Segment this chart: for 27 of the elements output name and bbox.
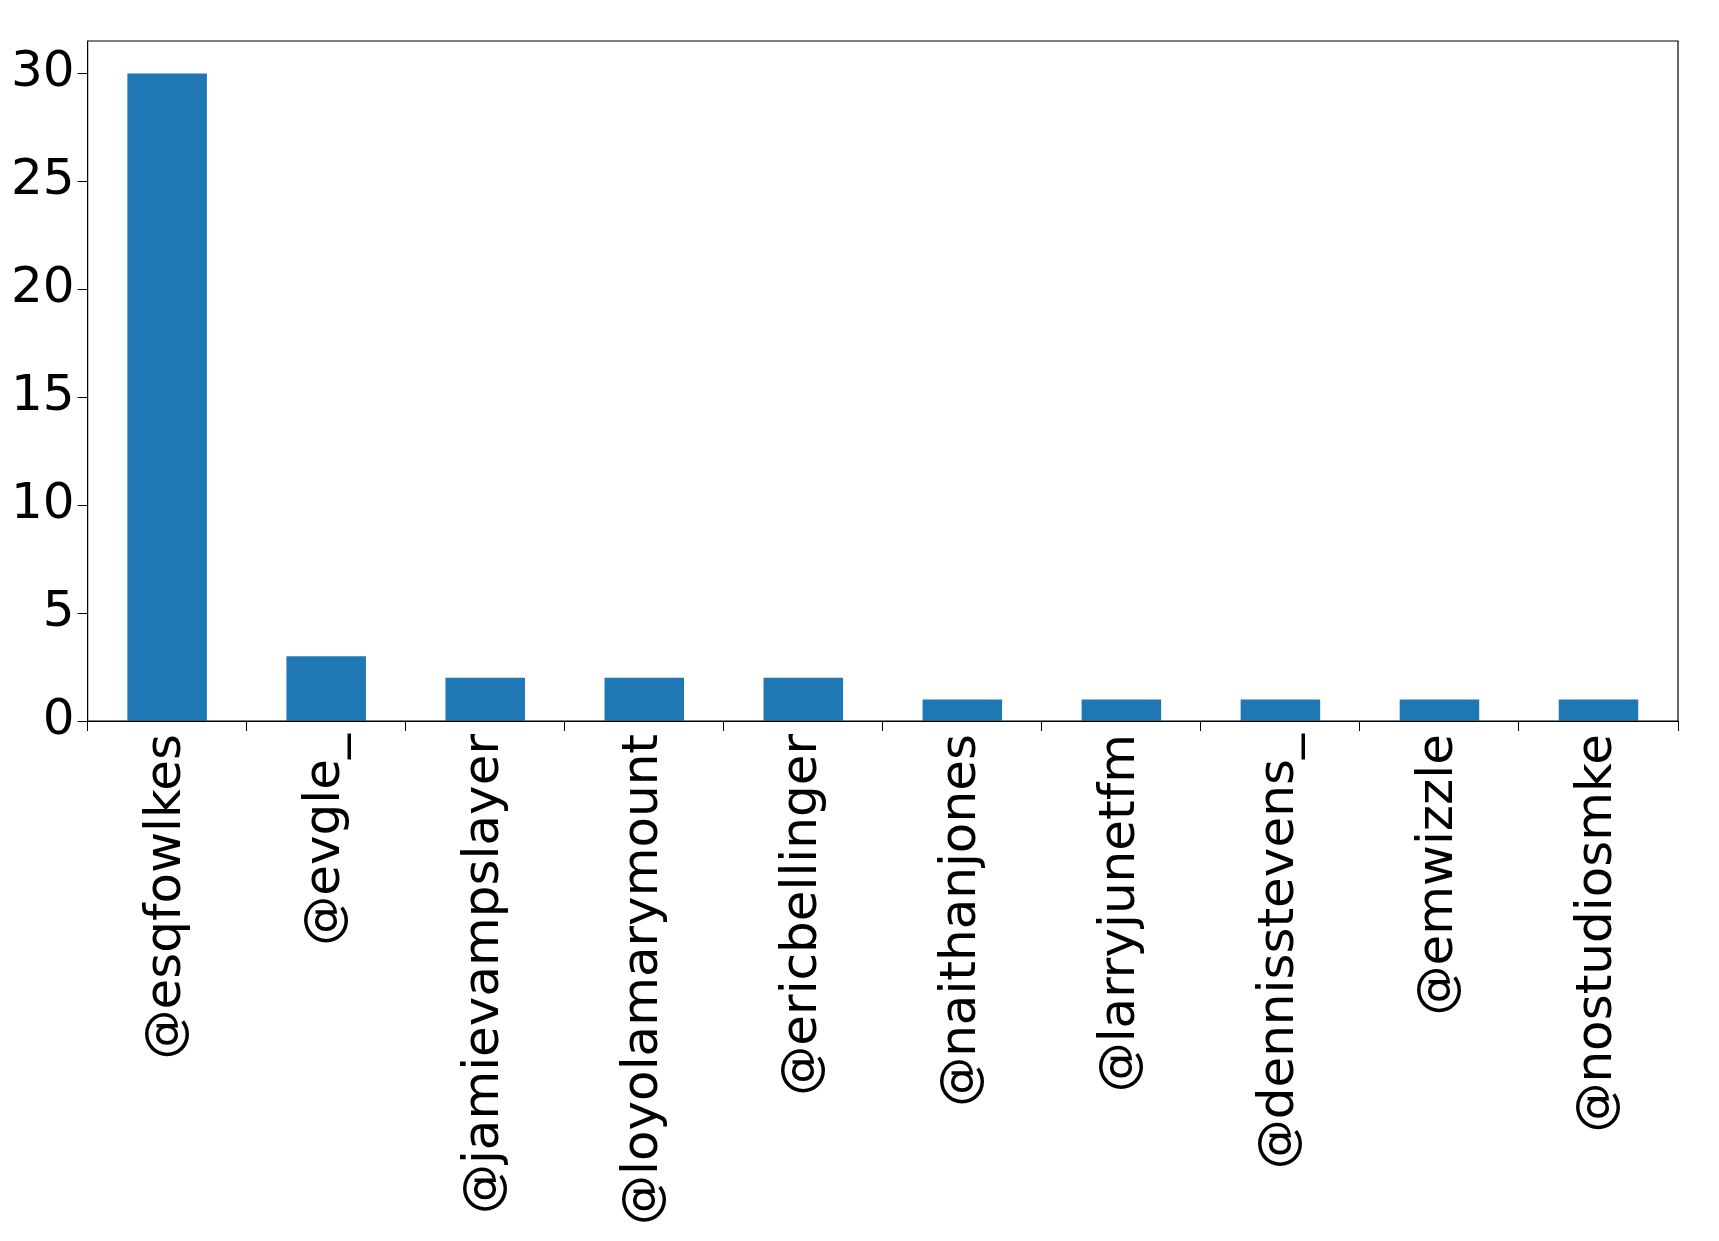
bar xyxy=(604,677,685,721)
y-tick-label: 30 xyxy=(11,40,75,99)
y-tick-label: 25 xyxy=(11,148,75,207)
bar xyxy=(1399,699,1480,721)
x-tick-label: @nostudiosmke xyxy=(1565,734,1624,1133)
bar xyxy=(922,699,1003,721)
bar xyxy=(445,677,525,721)
bar xyxy=(1558,699,1639,721)
y-tick-label: 0 xyxy=(42,688,75,747)
x-tick-label: @loyolamarymount xyxy=(611,734,670,1225)
x-tick-label: @jamievampslayer xyxy=(452,733,511,1215)
bar xyxy=(127,73,207,721)
bar xyxy=(1240,699,1321,721)
x-tick-label: @dennisstevens_ xyxy=(1247,733,1306,1170)
bar xyxy=(286,656,366,721)
x-tick-label: @evgle_ xyxy=(293,733,352,946)
x-tick-label: @ericbellinger xyxy=(770,733,829,1096)
x-tick-label: @larryjunetfm xyxy=(1088,734,1147,1093)
y-tick-label: 5 xyxy=(42,580,75,639)
y-tick-label: 20 xyxy=(11,256,75,315)
x-tick-label: @emwizzle xyxy=(1406,734,1465,1016)
bar xyxy=(1081,699,1162,721)
x-tick-label: @naithanjones xyxy=(929,734,988,1107)
x-tick-label: @esqfowlkes xyxy=(134,734,193,1060)
y-tick-label: 15 xyxy=(11,364,75,423)
y-tick-label: 10 xyxy=(11,472,75,531)
bar xyxy=(763,677,844,721)
